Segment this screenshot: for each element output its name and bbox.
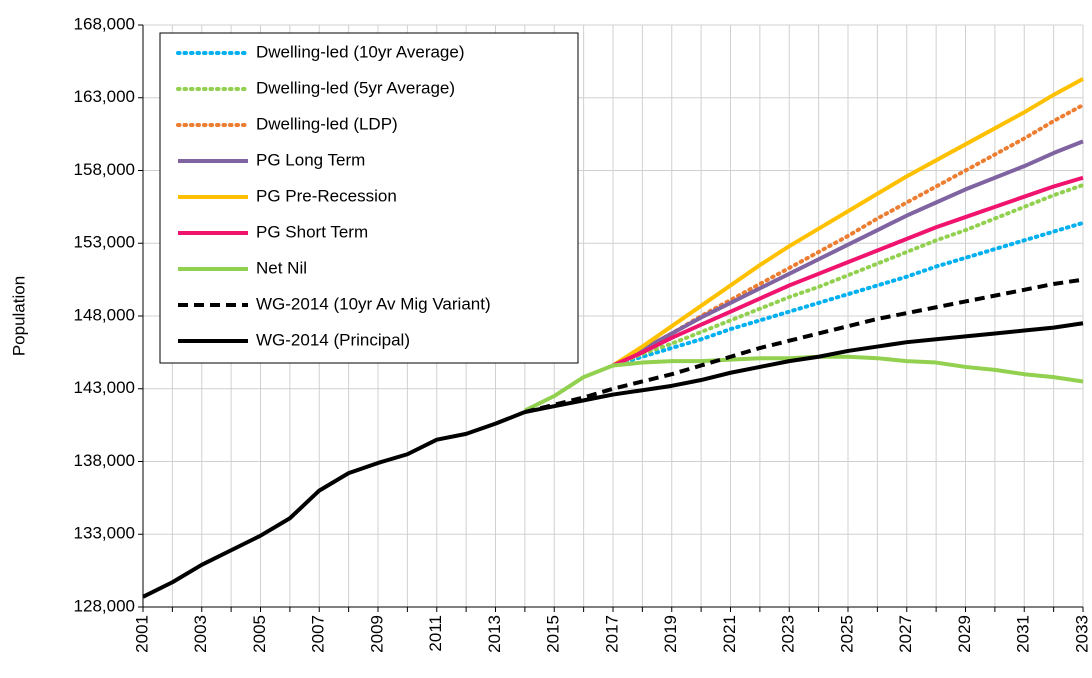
x-tick-label: 2013 [485,615,504,653]
series-line [611,77,1084,368]
x-tick-label: 2027 [896,615,915,653]
x-tick-label: 2033 [1072,615,1091,653]
series-line [611,220,1085,368]
y-tick-label: 163,000 [74,87,135,106]
x-tick-label: 2009 [367,615,386,653]
y-tick-label: 148,000 [74,305,135,324]
x-tick-label: 2025 [837,615,856,653]
series-line [611,183,1085,368]
legend-label: Dwelling-led (10yr Average) [256,42,465,61]
x-tick-label: 2005 [250,615,269,653]
legend-label: Dwelling-led (LDP) [256,114,398,133]
legend-label: WG-2014 (Principal) [256,330,410,349]
x-tick-label: 2015 [544,615,563,653]
y-tick-label: 158,000 [74,160,135,179]
series-line [612,139,1084,368]
y-axis-label: Population [9,276,28,356]
x-tick-label: 2023 [779,615,798,653]
x-tick-label: 2003 [191,615,210,653]
x-tick-label: 2007 [309,615,328,653]
y-tick-label: 138,000 [74,451,135,470]
x-tick-label: 2029 [955,615,974,653]
y-tick-label: 168,000 [74,14,135,33]
legend-label: Dwelling-led (5yr Average) [256,78,455,97]
x-tick-label: 2017 [602,615,621,653]
x-tick-label: 2011 [426,615,445,652]
legend-label: PG Short Term [256,222,368,241]
legend-label: Net Nil [256,258,307,277]
legend-label: WG-2014 (10yr Av Mig Variant) [256,294,491,313]
series-line [523,354,1084,413]
y-tick-label: 133,000 [74,524,135,543]
y-tick-label: 153,000 [74,233,135,252]
legend-label: PG Pre-Recession [256,186,397,205]
x-tick-label: 2031 [1014,615,1033,653]
series-line [524,277,1084,414]
legend-label: PG Long Term [256,150,365,169]
x-tick-label: 2021 [720,615,739,653]
legend: Dwelling-led (10yr Average) Dwelling-led … [159,32,579,364]
y-tick-label: 143,000 [74,378,135,397]
series-line [612,175,1084,368]
series-line [142,321,1084,599]
x-tick-label: 2001 [132,615,151,653]
y-tick-label: 128,000 [74,596,135,615]
x-tick-label: 2019 [661,615,680,653]
